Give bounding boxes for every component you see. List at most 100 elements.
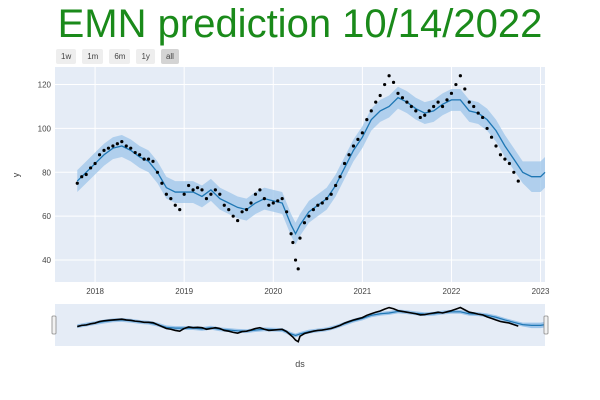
actual-point <box>75 181 79 185</box>
actual-point <box>80 175 84 179</box>
actual-point <box>178 208 182 212</box>
actual-point <box>342 161 347 166</box>
actual-point <box>356 137 360 141</box>
actual-point <box>329 192 333 196</box>
actual-point <box>187 183 191 188</box>
actual-point <box>204 197 209 201</box>
actual-point <box>191 188 195 192</box>
actual-point <box>316 203 320 207</box>
actual-point <box>267 203 271 207</box>
actual-point <box>516 179 520 183</box>
actual-point <box>494 144 498 148</box>
actual-point <box>155 170 160 174</box>
actual-point <box>195 186 200 190</box>
x-tick-label: 2022 <box>443 287 461 296</box>
x-tick-label: 2023 <box>532 287 550 296</box>
actual-point <box>485 126 489 131</box>
actual-point <box>512 170 516 174</box>
actual-point <box>280 197 284 201</box>
actual-point <box>298 236 302 240</box>
actual-point <box>262 197 266 201</box>
y-axis-label: y <box>11 172 21 177</box>
actual-point <box>258 188 262 192</box>
actual-point <box>240 210 244 214</box>
actual-point <box>182 192 186 196</box>
actual-point <box>97 153 102 157</box>
x-tick-label: 2021 <box>353 287 371 296</box>
x-tick-label: 2020 <box>264 287 282 296</box>
range-slider-background <box>55 304 545 346</box>
actual-point <box>173 203 177 207</box>
actual-point <box>293 258 298 262</box>
actual-point <box>133 150 137 155</box>
actual-point <box>396 91 400 95</box>
actual-point <box>463 87 467 91</box>
range-slider[interactable] <box>51 304 549 346</box>
actual-point <box>351 144 356 148</box>
actual-point <box>169 197 173 201</box>
actual-point <box>414 109 418 113</box>
range-button-6m[interactable]: 6m <box>109 49 131 64</box>
actual-point <box>307 214 311 218</box>
actual-point <box>387 74 391 78</box>
actual-point <box>476 111 480 115</box>
range-button-1m[interactable]: 1m <box>82 49 104 64</box>
range-selector: 1w 1m 6m 1y all <box>56 49 179 64</box>
range-button-all[interactable]: all <box>160 49 179 64</box>
actual-point <box>489 135 494 139</box>
actual-point <box>222 203 226 207</box>
actual-point <box>209 192 213 196</box>
actual-point <box>218 192 222 196</box>
actual-point <box>111 144 115 148</box>
actual-point <box>146 157 151 161</box>
actual-point <box>445 98 449 102</box>
actual-point <box>236 218 240 223</box>
chart-title: EMN prediction 10/14/2022 <box>57 2 543 46</box>
actual-point <box>338 175 342 179</box>
actual-point <box>507 161 511 166</box>
actual-point <box>481 115 485 120</box>
actual-point <box>231 214 235 218</box>
y-tick-label: 80 <box>42 168 51 177</box>
actual-point <box>369 109 373 113</box>
actual-point <box>498 153 503 157</box>
actual-point <box>325 197 329 201</box>
actual-point <box>432 104 436 109</box>
actual-point <box>427 109 431 113</box>
actual-point <box>124 144 128 148</box>
actual-point <box>378 93 382 98</box>
actual-point <box>374 100 378 104</box>
actual-point <box>503 157 507 161</box>
x-tick-label: 2019 <box>175 287 193 296</box>
actual-point <box>276 199 280 203</box>
actual-point <box>360 131 364 135</box>
actual-point <box>436 100 440 104</box>
actual-point <box>449 91 454 95</box>
actual-point <box>249 201 253 205</box>
actual-point <box>409 104 413 109</box>
range-slider-left-handle[interactable] <box>51 315 57 335</box>
actual-point <box>418 115 422 120</box>
actual-point <box>291 240 295 245</box>
actual-point <box>458 74 462 78</box>
actual-point <box>164 192 168 196</box>
range-slider-right-handle[interactable] <box>543 315 549 335</box>
actual-point <box>302 221 307 225</box>
actual-point <box>423 113 427 117</box>
actual-point <box>138 153 142 157</box>
actual-point <box>271 201 275 205</box>
actual-point <box>285 210 289 214</box>
actual-point <box>467 100 471 104</box>
y-tick-label: 120 <box>38 81 52 90</box>
actual-point <box>93 161 97 166</box>
actual-point <box>400 96 405 100</box>
range-button-1w[interactable]: 1w <box>56 49 77 64</box>
actual-point <box>289 232 293 236</box>
x-axis-label: ds <box>295 359 305 369</box>
actual-point <box>84 172 88 177</box>
actual-point <box>253 192 258 196</box>
y-tick-labels: 40 60 80 100 120 <box>38 81 52 266</box>
range-button-1y[interactable]: 1y <box>136 49 155 64</box>
uncertainty-band <box>77 86 545 245</box>
